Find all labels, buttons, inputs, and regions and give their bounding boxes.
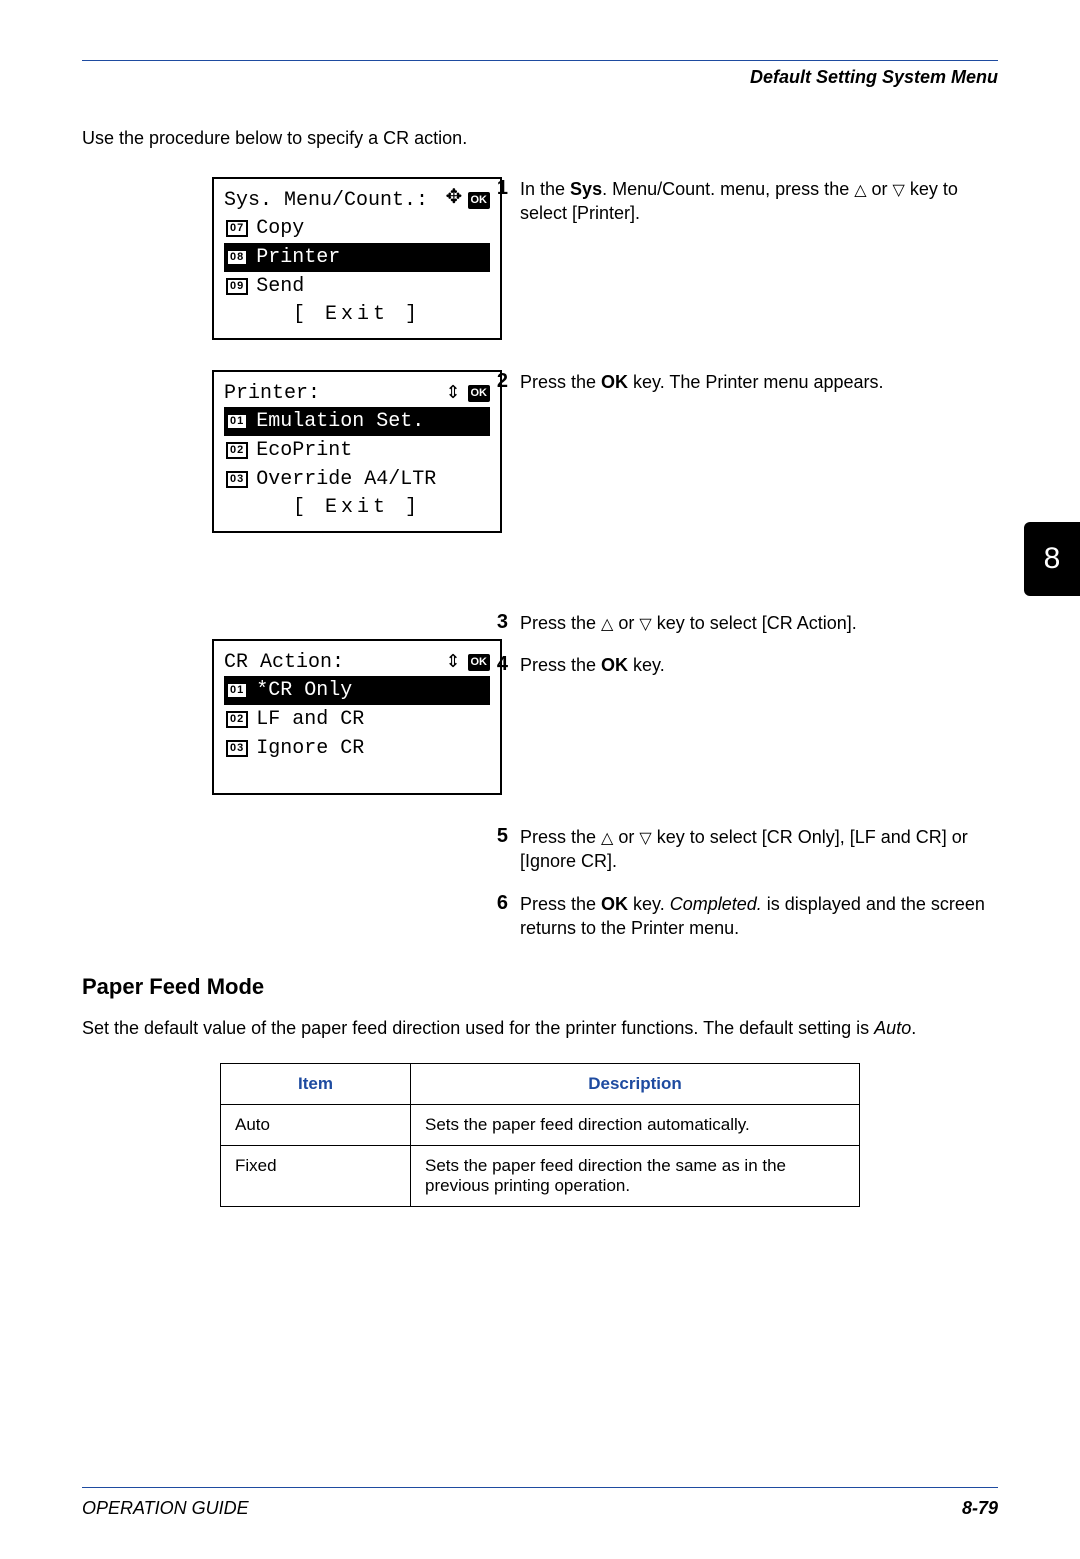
block-1: Sys. Menu/Count.: OK 07Copy 08Printer 09…: [82, 177, 998, 370]
triangle-down-icon: ▽: [639, 831, 651, 847]
step-number: 5: [482, 825, 508, 874]
step-text: Press the △ or ▽ key to select [CR Actio…: [520, 611, 998, 635]
lcd-row: 07 Copy: [224, 214, 490, 243]
row-num: 01: [226, 413, 248, 430]
table-header-item: Item: [221, 1064, 411, 1105]
block-4: 5 Press the △ or ▽ key to select [CR Onl…: [82, 825, 998, 958]
updown-arrows-icon: [446, 385, 464, 403]
block-2: Printer: OK 01Emulation Set. 02EcoPrint …: [82, 370, 998, 563]
section-paragraph: Set the default value of the paper feed …: [82, 1018, 998, 1039]
table-row: Auto Sets the paper feed direction autom…: [221, 1105, 860, 1146]
row-num: 03: [226, 740, 248, 757]
step-text: Press the △ or ▽ key to select [CR Only]…: [520, 825, 998, 874]
lcd-screen-printer: Printer: OK 01Emulation Set. 02EcoPrint …: [212, 370, 502, 533]
lcd-row-selected: 08 Printer: [224, 243, 490, 272]
step-5: 5 Press the △ or ▽ key to select [CR Onl…: [482, 825, 998, 874]
table-cell-desc: Sets the paper feed direction the same a…: [411, 1146, 860, 1207]
lcd-title: Sys. Menu/Count.:: [224, 187, 428, 214]
step-number: 6: [482, 892, 508, 941]
step-1: 1 In the Sys. Menu/Count. menu, press th…: [482, 177, 998, 226]
row-label: Copy: [256, 215, 304, 242]
section-heading: Paper Feed Mode: [82, 974, 998, 1000]
step-3: 3 Press the △ or ▽ key to select [CR Act…: [482, 611, 998, 635]
step-number: 4: [482, 653, 508, 677]
nav-arrows-icon: [446, 192, 464, 210]
step-6: 6 Press the OK key. Completed. is displa…: [482, 892, 998, 941]
table-row: Fixed Sets the paper feed direction the …: [221, 1146, 860, 1207]
step-text: In the Sys. Menu/Count. menu, press the …: [520, 177, 998, 226]
lcd-row-selected: 01 Emulation Set.: [224, 407, 490, 436]
step-number: 3: [482, 611, 508, 635]
header-rule: [82, 60, 998, 61]
row-label: Emulation Set.: [256, 408, 424, 435]
triangle-up-icon: △: [601, 831, 613, 847]
updown-arrows-icon: [446, 654, 464, 672]
step-text: Press the OK key. The Printer menu appea…: [520, 370, 998, 394]
row-label: Send: [256, 273, 304, 300]
intro-text: Use the procedure below to specify a CR …: [82, 128, 998, 149]
page-header: Default Setting System Menu: [82, 67, 998, 88]
table-cell-item: Auto: [221, 1105, 411, 1146]
triangle-down-icon: ▽: [893, 183, 905, 199]
row-num: 02: [226, 711, 248, 728]
page-footer: OPERATION GUIDE 8-79: [82, 1487, 998, 1519]
lcd-screen-craction: CR Action: OK 01*CR Only 02LF and CR 03I…: [212, 639, 502, 795]
step-number: 1: [482, 177, 508, 226]
triangle-down-icon: ▽: [639, 617, 651, 633]
lcd-title: Printer:: [224, 380, 320, 407]
table-cell-item: Fixed: [221, 1146, 411, 1207]
block-3: CR Action: OK 01*CR Only 02LF and CR 03I…: [82, 611, 998, 825]
row-num: 07: [226, 220, 248, 237]
lcd-row-selected: 01 *CR Only: [224, 676, 490, 705]
table-cell-desc: Sets the paper feed direction automatica…: [411, 1105, 860, 1146]
lcd-row: 02 EcoPrint: [224, 436, 490, 465]
step-number: 2: [482, 370, 508, 394]
lcd-row: 03 Override A4/LTR: [224, 465, 490, 494]
row-label: Override A4/LTR: [256, 466, 436, 493]
lcd-row: 09 Send: [224, 272, 490, 301]
step-text: Press the OK key. Completed. is displaye…: [520, 892, 998, 941]
step-text: Press the OK key.: [520, 653, 998, 677]
step-4: 4 Press the OK key.: [482, 653, 998, 677]
page: Default Setting System Menu Use the proc…: [0, 0, 1080, 1559]
lcd-exit: [ Exit ]: [224, 301, 490, 328]
row-label: EcoPrint: [256, 437, 352, 464]
row-num: 02: [226, 442, 248, 459]
footer-right: 8-79: [962, 1498, 998, 1519]
row-label: Ignore CR: [256, 735, 364, 762]
step-2: 2 Press the OK key. The Printer menu app…: [482, 370, 998, 394]
lcd-screen-sysmenu: Sys. Menu/Count.: OK 07Copy 08Printer 09…: [212, 177, 502, 340]
row-label: LF and CR: [256, 706, 364, 733]
triangle-up-icon: △: [601, 617, 613, 633]
options-table: Item Description Auto Sets the paper fee…: [220, 1063, 860, 1207]
table-header-description: Description: [411, 1064, 860, 1105]
triangle-up-icon: △: [854, 183, 866, 199]
lcd-title: CR Action:: [224, 649, 344, 676]
lcd-row: 03 Ignore CR: [224, 734, 490, 763]
footer-left: OPERATION GUIDE: [82, 1498, 249, 1519]
lcd-row: 02 LF and CR: [224, 705, 490, 734]
row-num: 08: [226, 249, 248, 266]
row-label: Printer: [256, 244, 340, 271]
row-num: 03: [226, 471, 248, 488]
lcd-exit: [ Exit ]: [224, 494, 490, 521]
row-label: *CR Only: [256, 677, 352, 704]
row-num: 09: [226, 278, 248, 295]
row-num: 01: [226, 682, 248, 699]
